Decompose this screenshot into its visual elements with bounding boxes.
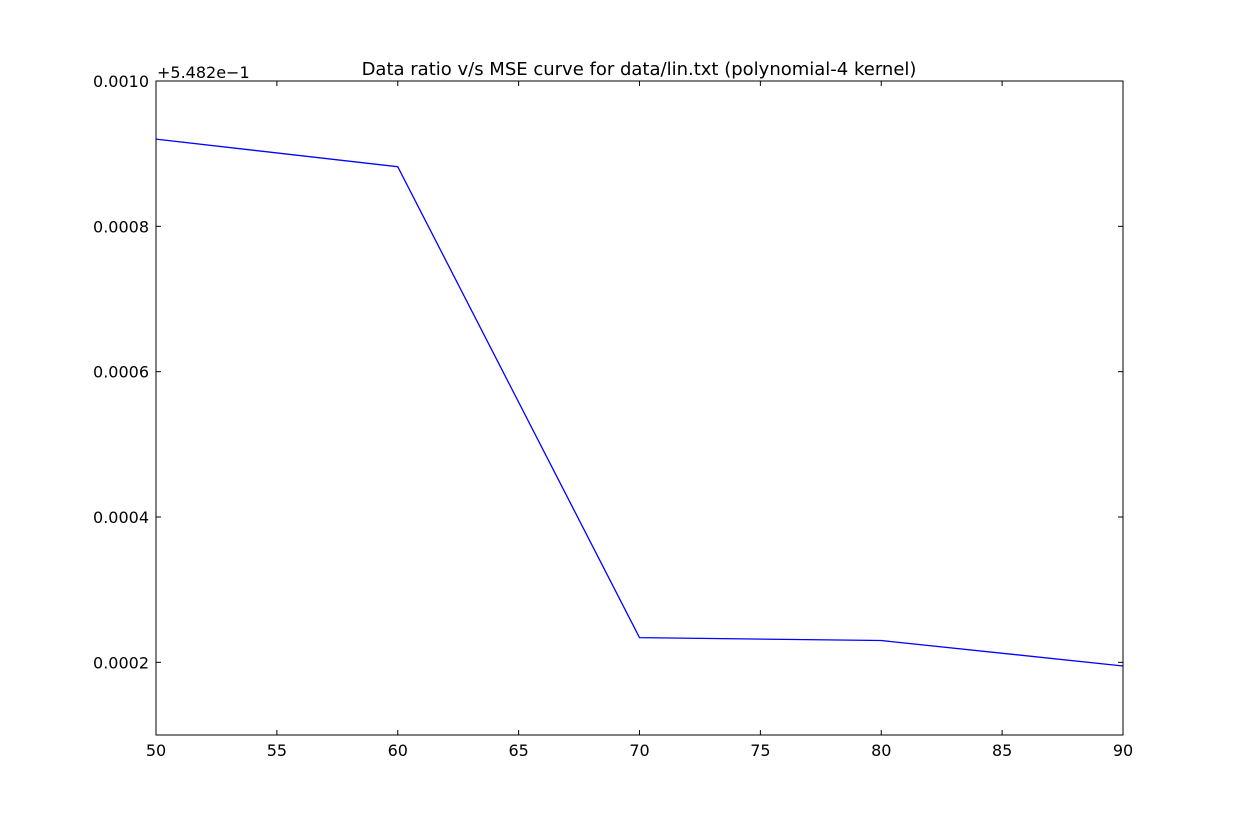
x-tick-label: 90 bbox=[1113, 741, 1133, 760]
x-tick-label: 80 bbox=[871, 741, 891, 760]
y-tick-label: 0.0008 bbox=[93, 217, 149, 236]
x-tick-label: 65 bbox=[508, 741, 528, 760]
y-offset-label: +5.482e−1 bbox=[157, 63, 250, 82]
plot-frame bbox=[155, 80, 1124, 736]
y-tick-label: 0.0004 bbox=[93, 508, 149, 527]
x-tick-label: 70 bbox=[629, 741, 649, 760]
y-tick-label: 0.0010 bbox=[93, 72, 149, 91]
x-tick-label: 75 bbox=[750, 741, 770, 760]
x-tick-label: 50 bbox=[146, 741, 166, 760]
x-tick-label: 55 bbox=[267, 741, 287, 760]
chart-title: Data ratio v/s MSE curve for data/lin.tx… bbox=[362, 59, 917, 80]
y-tick-label: 0.0006 bbox=[93, 363, 149, 382]
labels-layer: 50 55 60 65 70 75 80 85 90 0.0002 0.0004 0.0006 0.00… bbox=[93, 72, 1133, 760]
x-tick-label: 85 bbox=[992, 741, 1012, 760]
y-tick-label: 0.0002 bbox=[93, 653, 149, 672]
x-tick-label: 60 bbox=[388, 741, 408, 760]
